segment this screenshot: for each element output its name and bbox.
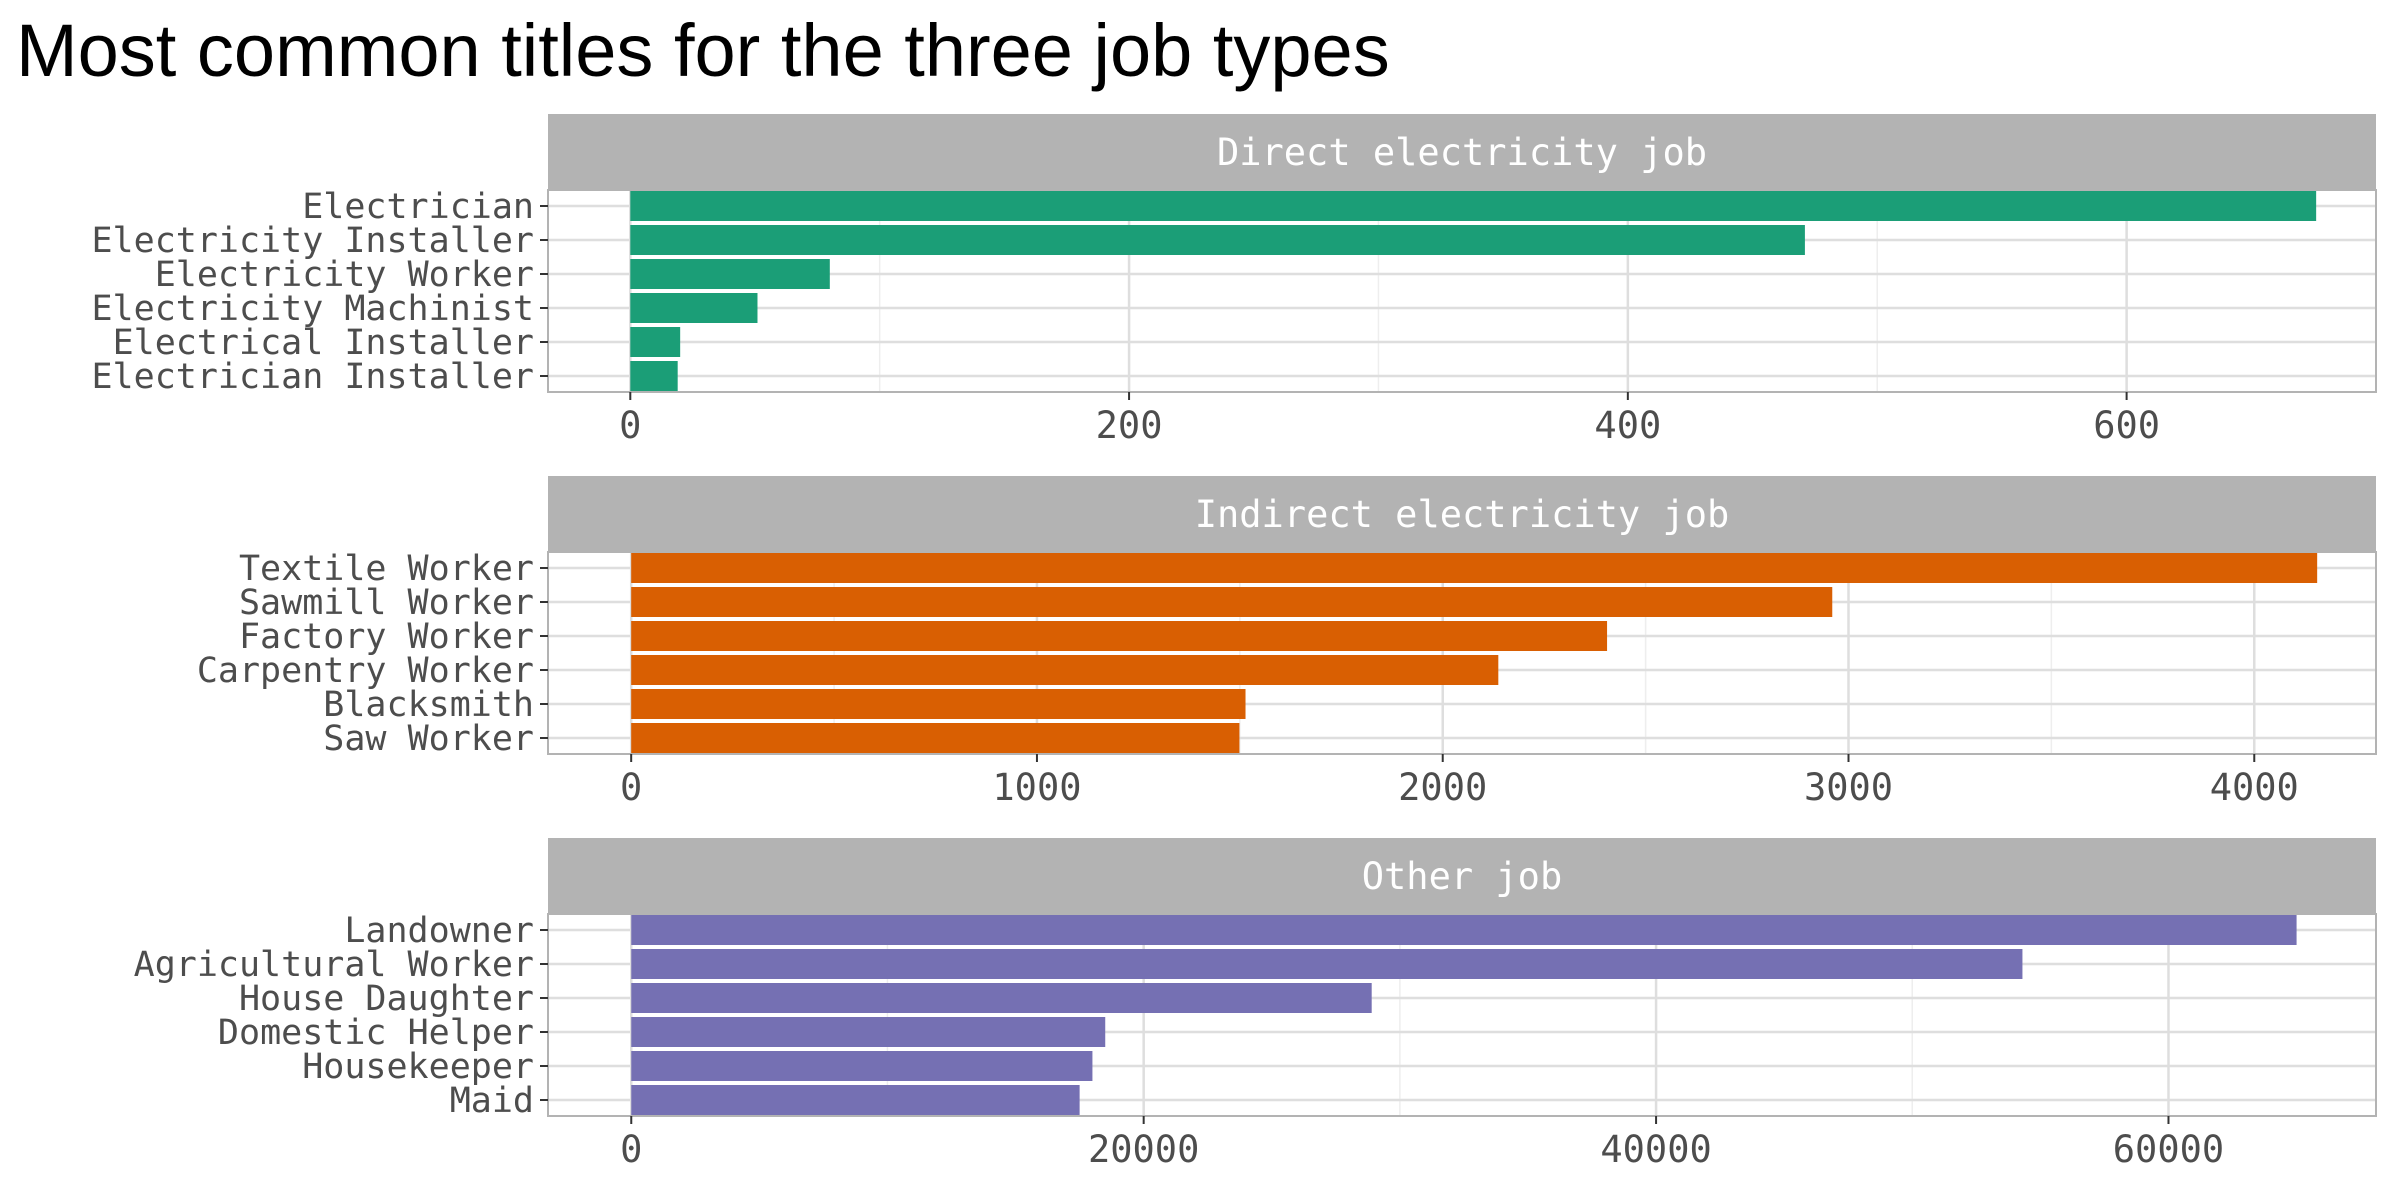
x-tick-label: 20000 (1088, 1128, 1199, 1171)
bar-electrical-installer (630, 327, 681, 357)
category-label: Textile Worker (239, 549, 534, 589)
category-label: Factory Worker (239, 617, 534, 657)
category-label: Electricity Installer (91, 221, 534, 261)
bar-sawmill-worker (631, 587, 1833, 617)
facet-strip (548, 476, 2376, 552)
panel-border (547, 913, 2377, 1117)
category-label: Electrical Installer (113, 323, 534, 363)
category-label: Maid (450, 1081, 534, 1121)
bar-carpentry-worker (631, 655, 1499, 685)
x-tick-label: 3000 (1804, 766, 1893, 809)
panel-border (547, 189, 2377, 393)
x-tick-label: 0 (620, 766, 642, 809)
bar-domestic-helper (631, 1017, 1106, 1047)
category-label: Electrician Installer (91, 357, 534, 397)
bar-maid (631, 1085, 1080, 1115)
x-tick-label: 40000 (1600, 1128, 1711, 1171)
plot-background (548, 914, 2376, 1116)
category-label: Sawmill Worker (239, 583, 534, 623)
bar-saw-worker (631, 723, 1240, 753)
category-label: Housekeeper (302, 1047, 534, 1087)
x-tick-label: 0 (619, 404, 641, 447)
facet-strip (548, 114, 2376, 190)
facet-strip (548, 838, 2376, 914)
x-tick-label: 4000 (2210, 766, 2299, 809)
x-tick-label: 400 (1594, 404, 1661, 447)
bar-textile-worker (631, 553, 2318, 583)
category-label: House Daughter (239, 979, 534, 1019)
facet-label: Direct electricity job (1217, 131, 1707, 174)
x-tick-label: 0 (620, 1128, 642, 1171)
facet-label: Indirect electricity job (1195, 493, 1730, 536)
category-label: Electrician (302, 187, 534, 227)
bar-electrician (630, 191, 2317, 221)
bar-blacksmith (631, 689, 1246, 719)
category-label: Agricultural Worker (134, 945, 534, 985)
category-label: Electricity Worker (155, 255, 534, 295)
panel-border (547, 551, 2377, 755)
facet-label: Other job (1362, 855, 1562, 898)
bar-electrician-installer (630, 361, 678, 391)
bar-agricultural-worker (631, 949, 2023, 979)
plot-background (548, 552, 2376, 754)
category-label: Carpentry Worker (197, 651, 534, 691)
category-label: Domestic Helper (218, 1013, 534, 1053)
bar-factory-worker (631, 621, 1608, 651)
category-label: Saw Worker (323, 719, 534, 759)
bar-house-daughter (631, 983, 1372, 1013)
bar-housekeeper (631, 1051, 1093, 1081)
bar-electricity-worker (630, 259, 830, 289)
x-tick-label: 1000 (992, 766, 1081, 809)
category-label: Blacksmith (323, 685, 534, 725)
category-label: Electricity Machinist (91, 289, 534, 329)
x-tick-label: 60000 (2113, 1128, 2224, 1171)
bar-electricity-machinist (630, 293, 758, 323)
x-tick-label: 200 (1096, 404, 1163, 447)
chart-title: Most common titles for the three job typ… (16, 9, 1390, 92)
category-label: Landowner (344, 911, 534, 951)
x-tick-label: 600 (2093, 404, 2160, 447)
bar-landowner (631, 915, 2297, 945)
plot-background (548, 190, 2376, 392)
x-tick-label: 2000 (1398, 766, 1487, 809)
bar-electricity-installer (630, 225, 1805, 255)
